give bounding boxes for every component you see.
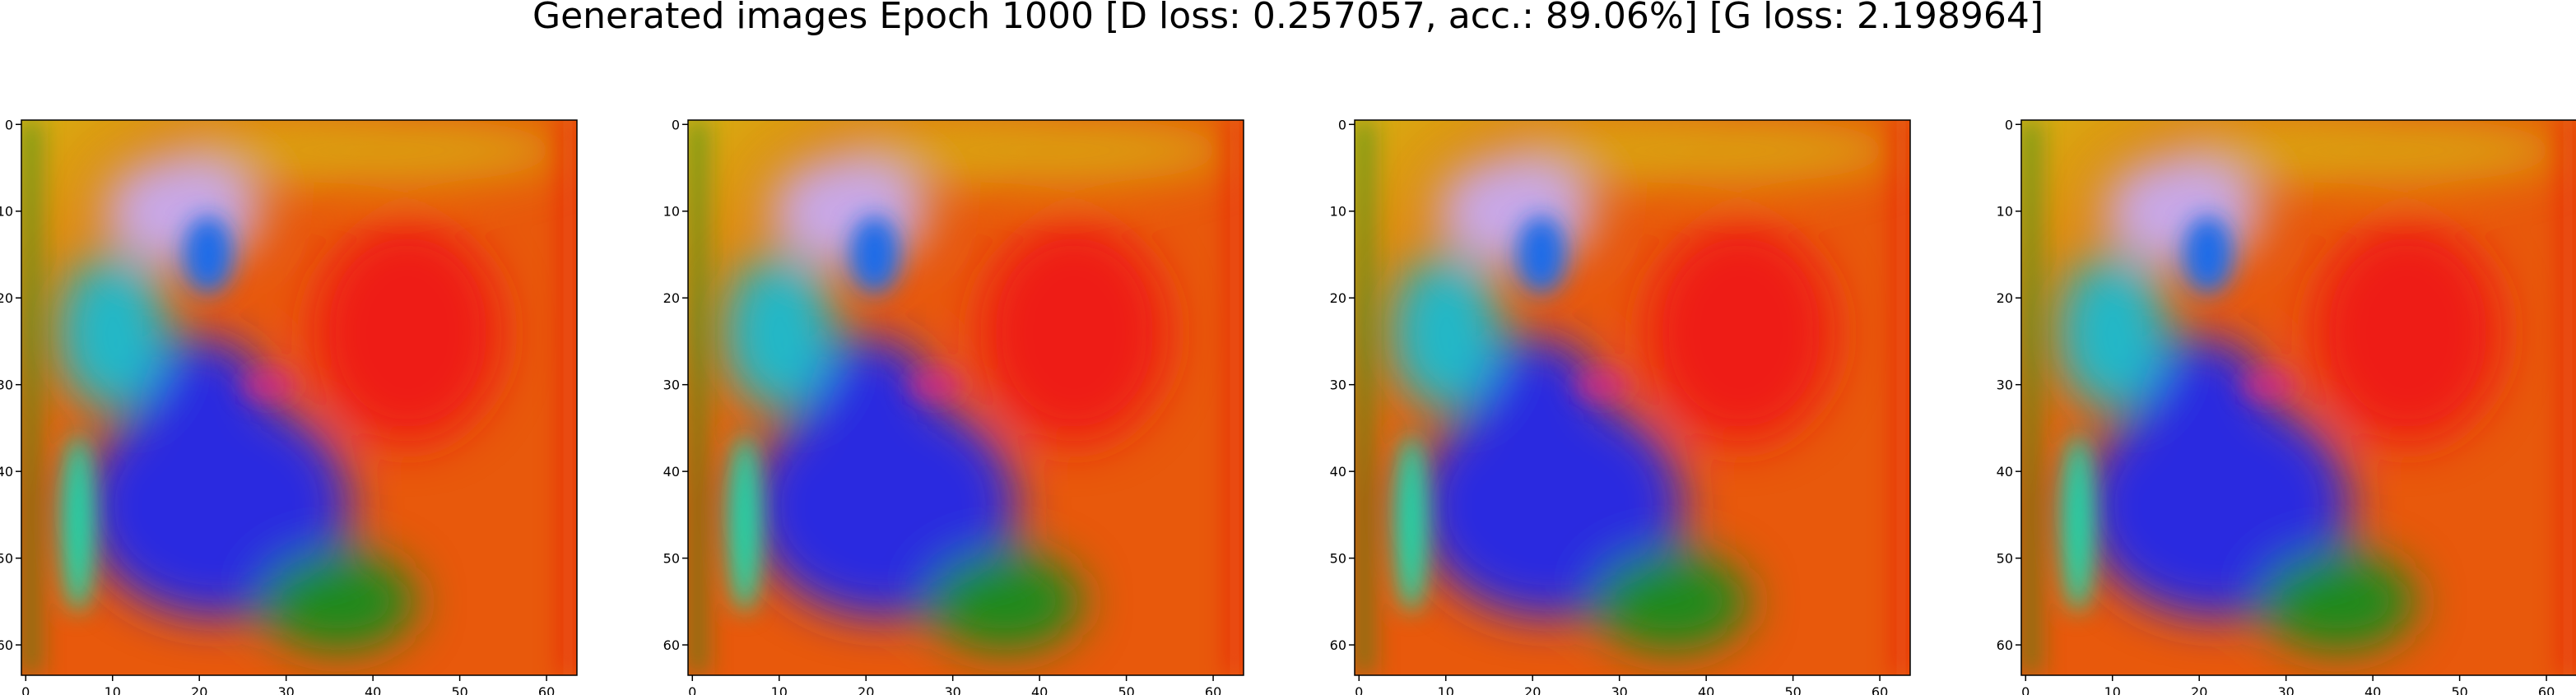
- x-tick-label: 10: [771, 684, 788, 695]
- x-tick-label: 50: [1784, 684, 1801, 695]
- image-panel: 0 10 20 30 40 50 60 0 10 20 30 40 50 60: [0, 117, 578, 695]
- generated-image: [2021, 120, 2576, 675]
- x-tick-label: 50: [451, 684, 467, 695]
- y-tick-label: 20: [1330, 290, 1346, 306]
- x-tick-label: 10: [2104, 684, 2121, 695]
- x-tick-label: 30: [2278, 684, 2295, 695]
- y-tick-label: 0: [5, 117, 13, 132]
- x-tick-label: 40: [1698, 684, 1714, 695]
- image-panel: 0 10 20 30 40 50 60 0 10 20 30 40 50 60: [1330, 117, 1911, 695]
- x-tick-label: 40: [1031, 684, 1048, 695]
- x-tick-label: 20: [191, 684, 207, 695]
- y-tick-label: 30: [1330, 378, 1346, 393]
- x-tick-label: 40: [365, 684, 381, 695]
- generated-image: [1355, 120, 1910, 675]
- axes-frame: [1354, 119, 1911, 676]
- y-tick-label: 50: [1330, 551, 1346, 567]
- y-tick-label: 0: [2005, 117, 2013, 132]
- y-tick-label: 60: [1997, 637, 2013, 653]
- x-tick-label: 60: [538, 684, 555, 695]
- x-tick-label: 30: [945, 684, 961, 695]
- y-tick-label: 60: [0, 637, 13, 653]
- y-tick-label: 50: [663, 551, 680, 567]
- y-tick-label: 60: [1330, 637, 1346, 653]
- y-tick-label: 10: [1330, 204, 1346, 220]
- y-tick-label: 10: [663, 204, 680, 220]
- figure-title: Generated images Epoch 1000 [D loss: 0.2…: [532, 0, 2044, 37]
- y-tick-label: 30: [663, 378, 680, 393]
- x-tick-label: 0: [2021, 684, 2030, 695]
- y-tick-label: 40: [663, 464, 680, 480]
- x-tick-label: 20: [2191, 684, 2207, 695]
- y-tick-label: 10: [1997, 204, 2013, 220]
- x-tick-label: 0: [688, 684, 696, 695]
- y-tick-label: 20: [1997, 290, 2013, 306]
- axes-frame: [687, 119, 1244, 676]
- x-tick-label: 30: [278, 684, 295, 695]
- image-panel: 0 10 20 30 40 50 60 0 10 20 30 40 50 60: [1997, 117, 2576, 695]
- x-tick-label: 30: [1611, 684, 1628, 695]
- y-tick-label: 10: [0, 204, 13, 220]
- y-tick-label: 40: [1997, 464, 2013, 480]
- generated-image: [21, 120, 577, 675]
- y-tick-label: 20: [0, 290, 13, 306]
- x-tick-label: 10: [1438, 684, 1454, 695]
- y-tick-label: 50: [0, 551, 13, 567]
- x-tick-label: 20: [858, 684, 874, 695]
- x-tick-label: 60: [1205, 684, 1221, 695]
- x-tick-label: 10: [105, 684, 121, 695]
- y-tick-label: 50: [1997, 551, 2013, 567]
- x-tick-label: 60: [1872, 684, 1888, 695]
- y-tick-label: 20: [663, 290, 680, 306]
- axes-frame: [2020, 119, 2576, 676]
- x-tick-label: 40: [2364, 684, 2381, 695]
- x-tick-label: 20: [1524, 684, 1541, 695]
- y-tick-label: 30: [1997, 378, 2013, 393]
- x-tick-label: 0: [1355, 684, 1363, 695]
- y-tick-label: 0: [672, 117, 680, 132]
- x-tick-label: 50: [2451, 684, 2467, 695]
- generated-image: [688, 120, 1244, 675]
- y-tick-label: 40: [1330, 464, 1346, 480]
- y-tick-label: 0: [1338, 117, 1346, 132]
- x-tick-label: 50: [1118, 684, 1134, 695]
- y-tick-label: 40: [0, 464, 13, 480]
- image-panel: 0 10 20 30 40 50 60 0 10 20 30 40 50 60: [663, 117, 1244, 695]
- y-tick-label: 60: [663, 637, 680, 653]
- axes-frame: [21, 119, 578, 676]
- y-tick-label: 30: [0, 378, 13, 393]
- x-tick-label: 0: [21, 684, 30, 695]
- x-tick-label: 60: [2538, 684, 2555, 695]
